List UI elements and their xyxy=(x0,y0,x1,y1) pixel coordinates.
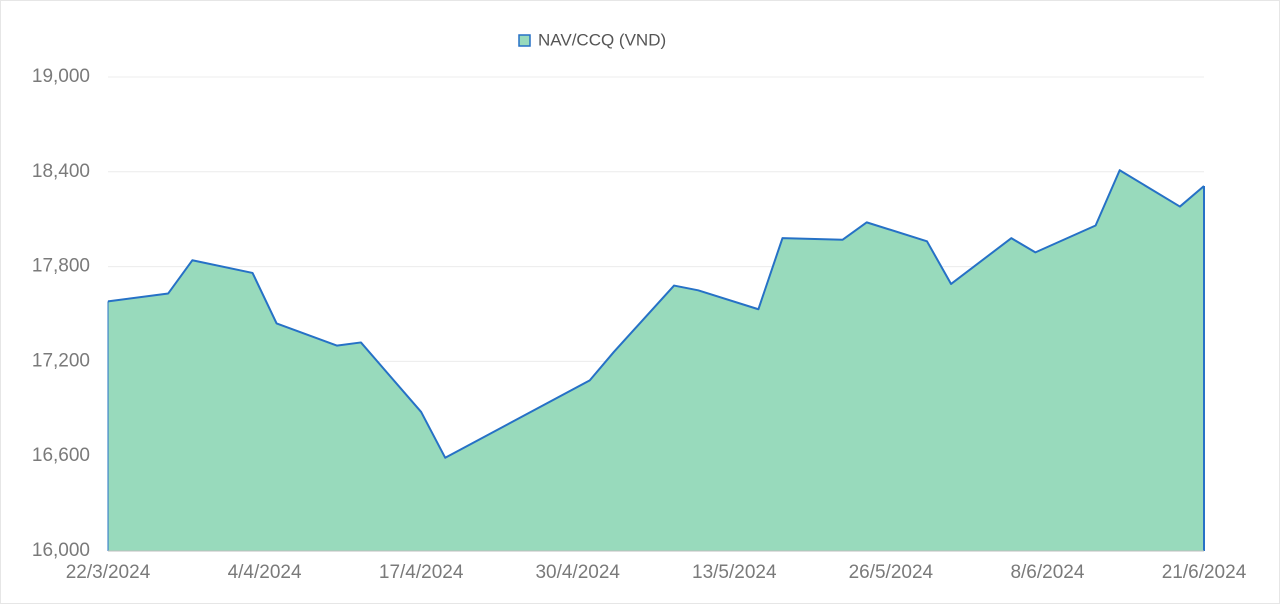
legend-swatch xyxy=(518,34,531,47)
x-tick-label: 21/6/2024 xyxy=(1162,562,1247,583)
y-tick-label: 19,000 xyxy=(32,66,90,87)
x-tick-label: 26/5/2024 xyxy=(849,562,934,583)
y-tick-label: 16,000 xyxy=(32,540,90,561)
area-fill xyxy=(108,170,1204,551)
x-tick-label: 8/6/2024 xyxy=(1010,562,1084,583)
x-tick-label: 17/4/2024 xyxy=(379,562,464,583)
y-tick-label: 18,400 xyxy=(32,161,90,182)
y-tick-label: 17,200 xyxy=(32,350,90,371)
x-tick-label: 30/4/2024 xyxy=(535,562,620,583)
y-tick-label: 17,800 xyxy=(32,256,90,277)
area-line xyxy=(107,169,1205,459)
x-tick-label: 13/5/2024 xyxy=(692,562,777,583)
x-tick-label: 4/4/2024 xyxy=(228,562,302,583)
x-tick-label: 22/3/2024 xyxy=(66,562,151,583)
y-tick-label: 16,600 xyxy=(32,445,90,466)
legend-text: NAV/CCQ (VND) xyxy=(538,30,666,49)
